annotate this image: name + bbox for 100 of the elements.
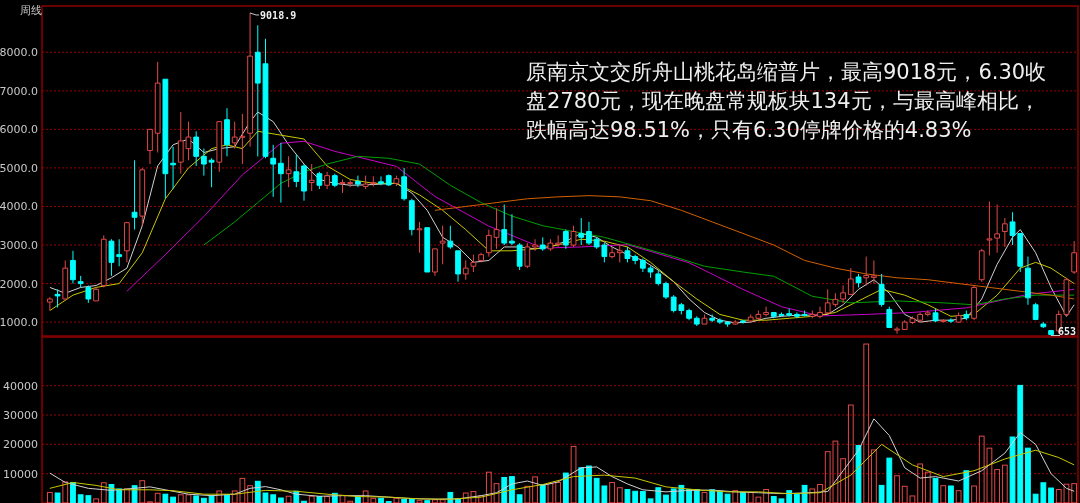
candlestick	[162, 78, 169, 200]
y-tick-label: 30000	[3, 409, 38, 423]
candlestick	[439, 225, 446, 265]
bar	[578, 467, 585, 503]
bar	[393, 497, 400, 503]
candlestick	[501, 204, 508, 246]
line-series	[434, 195, 1075, 300]
candlestick	[331, 173, 338, 188]
candlestick	[308, 163, 315, 192]
candlestick	[724, 321, 731, 328]
candlestick	[216, 121, 223, 173]
line-series	[203, 155, 1075, 306]
bar	[524, 485, 531, 503]
bar	[847, 404, 854, 503]
chart-title: 周线	[20, 4, 42, 17]
bar	[763, 489, 769, 503]
bar	[555, 481, 562, 503]
candlestick	[740, 319, 746, 325]
candlestick	[1032, 302, 1039, 321]
bar	[932, 477, 939, 503]
candlestick	[994, 204, 1001, 254]
y-tick-label: 3000.0	[0, 239, 38, 253]
candlestick	[462, 259, 469, 281]
candlestick	[863, 256, 870, 286]
candlestick	[301, 163, 307, 202]
candlestick	[547, 238, 554, 252]
bar	[100, 482, 107, 503]
candlestick	[46, 296, 53, 312]
bar	[971, 485, 977, 503]
bar	[216, 490, 223, 503]
candlestick	[917, 311, 924, 323]
bar	[123, 488, 130, 503]
candlestick	[871, 259, 877, 285]
y-tick-label: 10000	[3, 467, 38, 481]
bar	[570, 445, 577, 503]
bar	[663, 494, 669, 503]
candlestick	[62, 259, 69, 301]
candlestick	[77, 275, 84, 288]
candlestick	[971, 285, 977, 321]
candlestick	[955, 311, 962, 324]
bar	[154, 492, 161, 503]
candlestick	[663, 281, 669, 300]
bar	[516, 494, 523, 503]
candlestick	[324, 171, 330, 190]
candlestick	[794, 311, 800, 319]
annotation: 653	[1057, 326, 1076, 338]
bar	[917, 463, 924, 503]
candlestick	[516, 242, 523, 271]
bar	[93, 498, 99, 503]
candlestick	[100, 234, 107, 288]
candlestick	[224, 107, 230, 157]
bar	[1048, 487, 1054, 503]
bar	[948, 485, 954, 503]
bar	[46, 491, 53, 503]
bar	[478, 495, 485, 503]
bar	[894, 475, 900, 503]
bar	[940, 485, 947, 503]
candlestick	[555, 234, 562, 248]
candlestick	[801, 310, 808, 317]
y-tick-label: 1000.0	[0, 316, 38, 330]
y-tick-label: 40000	[3, 379, 38, 393]
bar	[863, 343, 870, 503]
bar	[562, 472, 569, 503]
candlestick	[686, 308, 692, 321]
bar	[963, 470, 970, 503]
candlestick	[85, 285, 92, 304]
candlestick	[940, 318, 947, 324]
candlestick	[139, 167, 146, 227]
candlestick	[208, 157, 215, 188]
candlestick	[693, 315, 700, 327]
bar	[324, 496, 330, 503]
candlestick	[609, 246, 615, 260]
bar	[809, 488, 816, 503]
annotation: 原南京文交所舟山桃花岛缩普片，最高9018元，6.30收盘2780元，现在晚盘常规板块134元，与最高峰相比，跌幅高达98.51%，只有6.30停牌价格的4.83%	[526, 59, 1048, 144]
candlestick	[855, 273, 862, 288]
candlestick	[316, 171, 323, 190]
candlestick	[932, 308, 939, 323]
bar	[139, 480, 146, 503]
candlestick	[878, 273, 885, 308]
candlestick	[408, 198, 415, 236]
bar	[871, 449, 877, 503]
bar	[224, 494, 230, 503]
candlestick	[416, 221, 423, 254]
bar	[855, 445, 862, 503]
bar	[840, 458, 846, 503]
bar	[285, 495, 292, 503]
bar	[278, 497, 284, 503]
candlestick	[886, 306, 893, 329]
bar	[1001, 464, 1008, 503]
candlestick	[986, 200, 993, 256]
candlestick	[924, 310, 931, 317]
y-tick-label: 8000.0	[0, 46, 38, 60]
bar	[732, 490, 739, 503]
candlestick	[200, 148, 207, 177]
bar	[994, 469, 1001, 503]
bar	[408, 498, 415, 503]
candlestick	[532, 238, 538, 252]
bar	[200, 497, 207, 503]
bar	[208, 495, 215, 503]
candlestick	[401, 167, 408, 202]
